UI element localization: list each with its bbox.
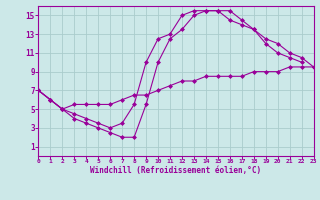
X-axis label: Windchill (Refroidissement éolien,°C): Windchill (Refroidissement éolien,°C): [91, 166, 261, 175]
